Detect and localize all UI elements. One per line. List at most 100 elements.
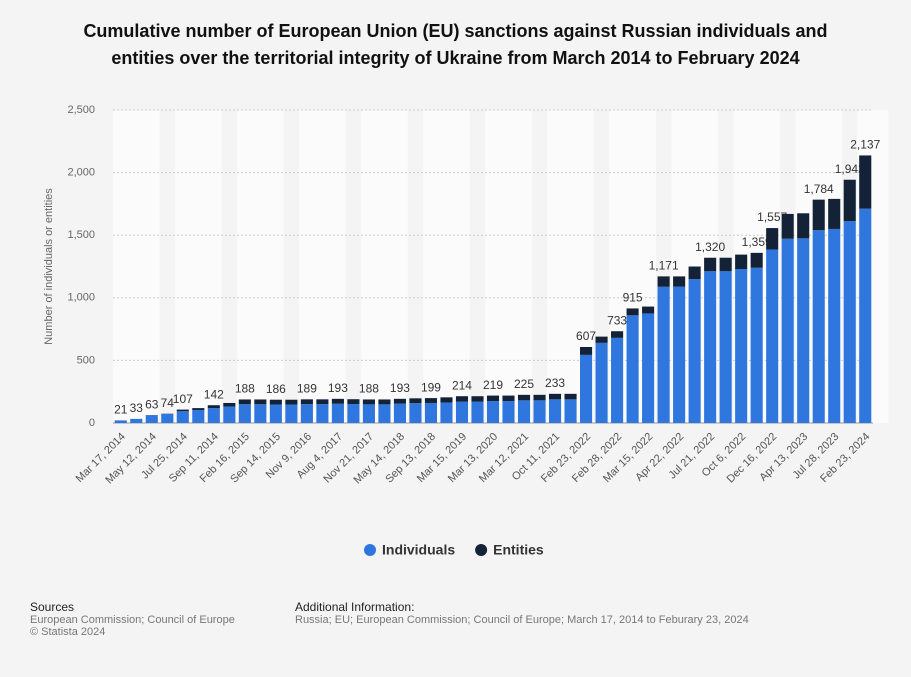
bar-segment xyxy=(688,266,701,280)
bar-segment xyxy=(269,399,282,405)
total-label: 2,137 xyxy=(850,138,880,152)
total-label: 142 xyxy=(204,387,224,401)
bar-segment xyxy=(440,397,453,403)
total-label: 219 xyxy=(483,378,503,392)
bar-segment xyxy=(533,400,546,423)
total-label: 193 xyxy=(328,381,348,395)
bar-segment xyxy=(766,228,779,250)
bar-segment xyxy=(688,279,701,423)
legend-marker xyxy=(364,544,376,556)
column-stripe xyxy=(252,110,284,423)
bar-segment xyxy=(642,313,655,423)
bar-segment xyxy=(176,411,189,423)
bar-segment xyxy=(285,404,298,423)
bar-segment xyxy=(735,269,748,423)
total-label: 63 xyxy=(145,397,159,411)
bar-segment xyxy=(440,402,453,423)
legend-marker xyxy=(475,544,488,556)
bar-segment xyxy=(161,413,174,423)
total-label: 193 xyxy=(390,381,410,395)
total-label: 74 xyxy=(161,396,175,410)
total-label: 1,784 xyxy=(804,182,834,196)
bar-segment xyxy=(750,252,763,268)
bar-segment xyxy=(595,336,608,343)
total-label: 189 xyxy=(297,382,317,396)
bar-segment xyxy=(192,408,205,410)
bar-segment xyxy=(486,395,500,402)
bar-segment xyxy=(362,399,375,405)
total-label: 21 xyxy=(114,403,128,417)
legend-label: Entities xyxy=(493,542,544,558)
bar-segment xyxy=(486,401,500,423)
bar-segment xyxy=(781,213,794,239)
info-block: Additional Information: Russia; EU; Euro… xyxy=(295,600,749,626)
bar-segment xyxy=(797,238,810,423)
bar-segment xyxy=(626,315,639,423)
bar-segment xyxy=(192,409,205,423)
bar-segment xyxy=(642,306,655,314)
sources-heading: Sources xyxy=(30,600,75,614)
bar-segment xyxy=(502,395,515,402)
bar-segment xyxy=(130,418,143,423)
bar-segment xyxy=(517,400,531,423)
bar-segment xyxy=(533,394,546,401)
y-tick-label: 1,000 xyxy=(67,292,95,304)
column-stripe xyxy=(128,110,160,423)
bar-segment xyxy=(564,399,577,423)
bar-segment xyxy=(238,404,251,423)
bar-segment xyxy=(145,415,158,423)
total-label: 186 xyxy=(266,382,286,396)
bar-segment xyxy=(812,199,825,231)
bar-segment xyxy=(393,398,406,404)
bar-segment xyxy=(223,402,236,407)
bar-segment xyxy=(812,230,825,423)
y-tick-label: 0 xyxy=(89,417,95,429)
total-label: 199 xyxy=(421,380,441,394)
bar-segment xyxy=(843,179,856,222)
bar-segment xyxy=(750,267,763,423)
bar-segment xyxy=(331,398,344,404)
bar-segment xyxy=(176,409,189,412)
bar-segment xyxy=(300,399,313,405)
bar-segment xyxy=(859,208,872,423)
total-label: 1,359 xyxy=(742,235,772,249)
total-label: 188 xyxy=(359,382,379,396)
legend-label: Individuals xyxy=(382,542,455,558)
bar-segment xyxy=(331,403,344,423)
bar-segment xyxy=(704,271,717,423)
bar-segment xyxy=(595,342,608,423)
bar-segment xyxy=(797,213,810,239)
total-label: 607 xyxy=(576,329,596,343)
bar-segment xyxy=(673,276,686,287)
bar-segment xyxy=(409,403,422,423)
bar-segment xyxy=(455,401,469,423)
bar-segment xyxy=(657,286,670,423)
bar-segment xyxy=(347,404,360,423)
column-stripe xyxy=(500,110,532,423)
bar-segment xyxy=(828,228,841,423)
column-stripe xyxy=(314,110,346,423)
sources-block: Sources European Commission; Council of … xyxy=(30,600,235,638)
bar-segment xyxy=(471,401,484,423)
bar-segment xyxy=(673,286,686,423)
bar-segment xyxy=(843,221,856,423)
bar-segment xyxy=(455,396,469,402)
bar-segment xyxy=(735,254,748,270)
bar-segment xyxy=(424,402,438,423)
bar-segment xyxy=(207,405,220,409)
bar-segment xyxy=(362,404,375,423)
bar-segment xyxy=(114,420,127,423)
bar-segment xyxy=(471,396,484,402)
info-heading: Additional Information: xyxy=(295,600,415,614)
total-label: 188 xyxy=(235,382,255,396)
y-tick-label: 2,000 xyxy=(67,167,95,179)
bar-segment xyxy=(502,401,515,423)
column-stripe xyxy=(190,110,222,423)
bar-segment xyxy=(378,404,391,423)
total-label: 1,943 xyxy=(835,162,865,176)
bar-segment xyxy=(424,398,438,403)
bar-segment xyxy=(611,331,624,338)
bar-segment xyxy=(316,399,329,405)
